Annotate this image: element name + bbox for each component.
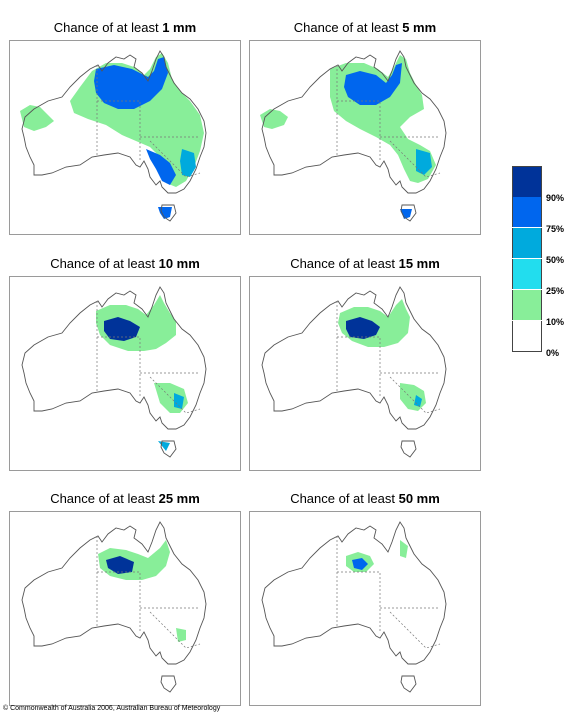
map-frame	[249, 276, 481, 471]
rain-probability-area	[180, 149, 196, 177]
rain-probability-area	[106, 556, 134, 574]
legend-label-25: 25%	[546, 286, 565, 296]
australia-map	[21, 521, 207, 693]
coastline	[21, 521, 207, 665]
panel-title: Chance of at least 1 mm	[53, 20, 197, 35]
rain-probability-area	[352, 558, 368, 570]
map-frame	[9, 40, 241, 235]
legend-swatch-0	[512, 321, 542, 352]
map-frame	[9, 511, 241, 706]
rain-probability-area	[260, 109, 288, 129]
map-frame	[249, 511, 481, 706]
rain-probability-area	[416, 149, 432, 175]
tasmania-coastline	[160, 440, 177, 458]
legend-swatch-25	[512, 259, 542, 289]
rain-probability-area	[176, 628, 186, 642]
legend-label-50: 50%	[546, 255, 565, 265]
legend-label-0: 0%	[546, 348, 560, 358]
rain-probability-area	[104, 317, 140, 341]
map-frame	[249, 40, 481, 235]
australia-map	[261, 286, 447, 458]
rain-probability-area	[400, 383, 426, 411]
tasmania-coastline	[400, 204, 417, 222]
rain-probability-area	[94, 57, 168, 109]
rain-probability-area	[146, 149, 176, 185]
state-borders	[96, 65, 201, 178]
australia-map	[21, 286, 207, 458]
rain-probability-area	[158, 441, 170, 451]
coastline	[261, 521, 447, 665]
map-frame	[9, 276, 241, 471]
panel-title: Chance of at least 10 mm	[50, 256, 200, 271]
tasmania-coastline	[400, 440, 417, 458]
australia-map	[261, 521, 447, 693]
state-borders	[96, 301, 201, 414]
rain-probability-area	[344, 63, 402, 105]
panel-title: Chance of at least 50 mm	[290, 491, 440, 506]
coastline	[261, 50, 447, 194]
state-borders	[336, 536, 441, 649]
coastline	[21, 286, 207, 430]
legend-label-90: 90%	[546, 193, 565, 203]
state-borders	[336, 301, 441, 414]
legend-swatch-90	[512, 166, 542, 197]
rain-probability-area	[400, 209, 412, 219]
legend-swatch-10	[512, 290, 542, 320]
rain-probability-area	[400, 540, 408, 558]
rain-probability-area	[174, 393, 184, 409]
legend-label-75: 75%	[546, 224, 565, 234]
tasmania-coastline	[160, 675, 177, 693]
rain-probability-area	[414, 395, 422, 407]
panel-title: Chance of at least 5 mm	[293, 20, 437, 35]
legend-label-10: 10%	[546, 317, 565, 327]
tasmania-coastline	[400, 675, 417, 693]
copyright-notice: © Commonwealth of Australia 2006, Austra…	[3, 705, 221, 712]
legend-swatch-75	[512, 197, 542, 227]
australia-map	[260, 50, 447, 222]
coastline	[261, 286, 447, 430]
panel-title: Chance of at least 25 mm	[50, 491, 200, 506]
australia-map	[20, 50, 207, 222]
state-borders	[336, 65, 441, 178]
tasmania-coastline	[160, 204, 177, 222]
state-borders	[96, 536, 201, 649]
panel-title: Chance of at least 15 mm	[290, 256, 440, 271]
rain-probability-area	[346, 317, 380, 339]
rain-probability-area	[20, 105, 54, 131]
coastline	[21, 50, 207, 194]
legend-swatch-50	[512, 228, 542, 258]
